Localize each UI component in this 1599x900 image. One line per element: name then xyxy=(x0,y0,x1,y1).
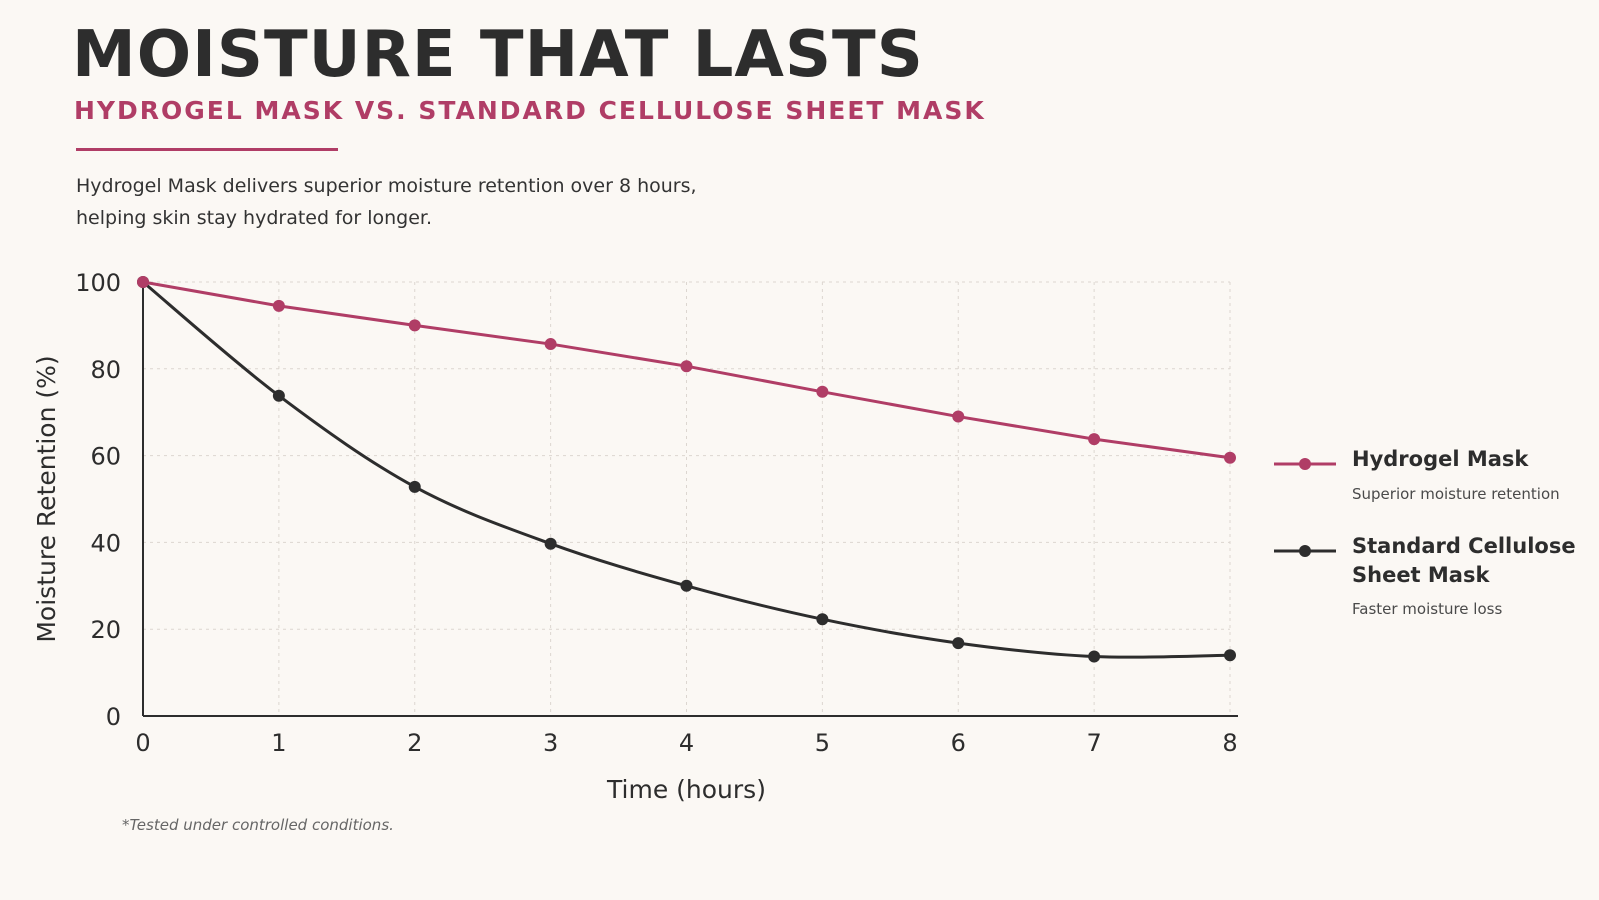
data-point-hydrogel xyxy=(816,385,829,398)
legend-label-hydrogel: Hydrogel Mask xyxy=(1352,447,1529,471)
legend-note-standard: Faster moisture loss xyxy=(1352,600,1503,618)
legend-note-hydrogel: Superior moisture retention xyxy=(1352,485,1560,503)
gridlines xyxy=(143,281,1231,716)
y-tick-label: 0 xyxy=(106,703,121,731)
page-subtitle: HYDROGEL MASK VS. STANDARD CELLULOSE SHE… xyxy=(74,96,986,125)
data-point-standard xyxy=(544,537,557,550)
data-point-standard xyxy=(952,637,965,650)
x-tick-label: 4 xyxy=(679,729,694,757)
data-point-hydrogel xyxy=(1088,433,1101,446)
page-title: MOISTURE THAT LASTS xyxy=(72,18,924,92)
legend-marker-hydrogel xyxy=(1299,458,1311,470)
data-point-hydrogel xyxy=(408,319,421,332)
data-point-standard xyxy=(1088,650,1101,663)
y-tick-label: 40 xyxy=(90,529,121,557)
x-tick-label: 5 xyxy=(815,729,830,757)
x-tick-label: 2 xyxy=(407,729,422,757)
series-standard xyxy=(137,276,1236,663)
legend-label-standard: Standard Cellulose Sheet Mask xyxy=(1352,534,1576,587)
data-point-hydrogel xyxy=(272,299,285,312)
data-point-standard xyxy=(1224,649,1236,662)
x-axis-title: Time (hours) xyxy=(606,775,766,804)
data-point-hydrogel xyxy=(680,360,693,373)
data-point-standard xyxy=(816,613,829,626)
series-layer xyxy=(137,276,1236,663)
data-point-standard xyxy=(272,389,285,402)
series-hydrogel xyxy=(137,276,1236,464)
legend-swatch-hydrogel xyxy=(1274,458,1336,470)
axes xyxy=(142,282,1238,717)
tick-labels: 0 20 40 60 80 100 0 1 2 3 4 5 6 7 8 xyxy=(75,269,1237,757)
description-line: helping skin stay hydrated for longer. xyxy=(76,207,433,229)
description-line: Hydrogel Mask delivers superior moisture… xyxy=(76,175,697,197)
data-point-standard xyxy=(408,480,421,493)
y-tick-label: 60 xyxy=(90,443,121,471)
legend-swatch-standard xyxy=(1274,545,1336,557)
legend-marker-standard xyxy=(1299,545,1311,557)
x-tick-label: 6 xyxy=(951,729,966,757)
x-tick-label: 7 xyxy=(1086,729,1101,757)
accent-divider xyxy=(76,148,338,151)
x-tick-label: 8 xyxy=(1222,729,1237,757)
series-line-standard xyxy=(142,280,1231,659)
x-tick-label: 0 xyxy=(135,729,150,757)
footnote: *Tested under controlled conditions. xyxy=(122,816,394,834)
y-axis-title: Moisture Retention (%) xyxy=(32,355,61,642)
data-point-hydrogel xyxy=(1224,451,1236,464)
data-point-hydrogel xyxy=(544,338,557,351)
y-tick-label: 80 xyxy=(90,356,121,384)
y-tick-label: 100 xyxy=(75,269,121,297)
x-tick-label: 3 xyxy=(543,729,558,757)
y-tick-label: 20 xyxy=(90,616,121,644)
x-tick-label: 1 xyxy=(271,729,286,757)
data-point-hydrogel xyxy=(952,410,965,423)
description: Hydrogel Mask delivers superior moisture… xyxy=(76,170,776,234)
data-point-hydrogel xyxy=(137,276,149,288)
data-point-standard xyxy=(680,579,693,592)
